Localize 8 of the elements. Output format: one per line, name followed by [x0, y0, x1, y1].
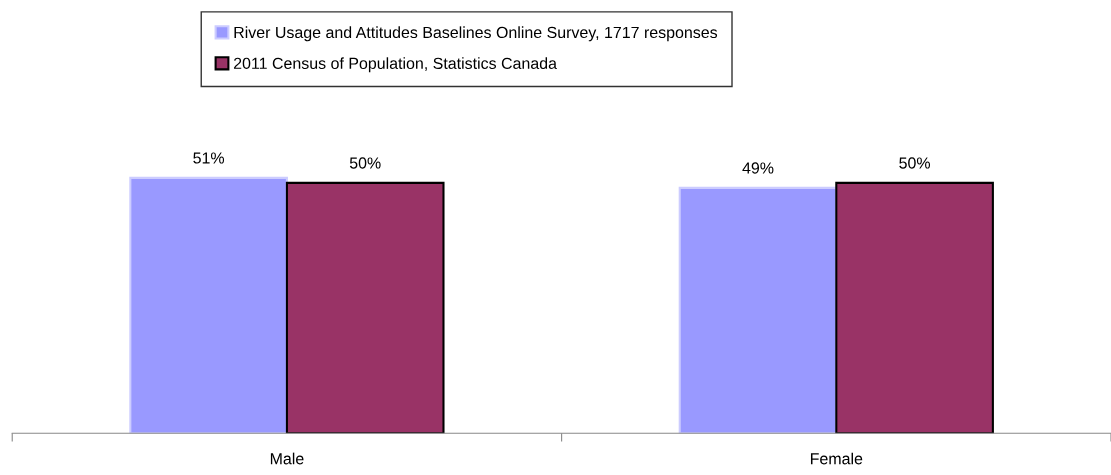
- data-label: 49%: [742, 162, 774, 174]
- data-label: 50%: [899, 157, 931, 169]
- legend-label: 2011 Census of Population, Statistics Canada: [233, 57, 557, 73]
- x-tick-label: Male: [270, 452, 304, 465]
- x-tick-label: Female: [810, 452, 863, 465]
- legend-label: River Usage and Attitudes Baselines Online Survey, 1717 responses: [234, 26, 718, 42]
- data-label: 51%: [193, 152, 225, 164]
- data-label: 50%: [349, 157, 381, 169]
